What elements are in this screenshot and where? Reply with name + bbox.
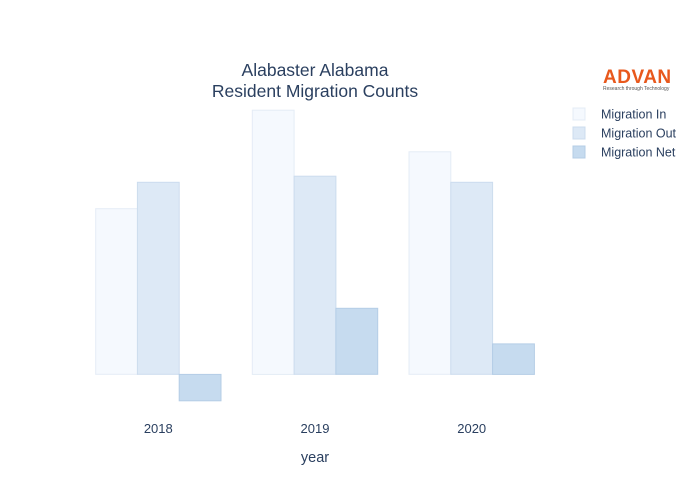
bar-migration-in-2020[interactable] — [408, 151, 452, 375]
x-tick-label: 2020 — [457, 421, 486, 436]
chart-title: Alabaster Alabama — [242, 60, 389, 80]
legend-label-migration-out[interactable]: Migration Out — [601, 127, 677, 141]
legend: Migration In Migration Out Migration Net — [572, 107, 677, 160]
legend-swatch-migration-net[interactable] — [572, 145, 586, 159]
logo-tagline: Research through Technology — [603, 86, 670, 92]
legend-swatch-migration-in[interactable] — [572, 107, 586, 121]
logo-wordmark: ADVAN — [603, 67, 672, 88]
x-axis-title: year — [301, 450, 329, 466]
x-axis-ticks: 2018 2019 2020 — [144, 421, 486, 436]
x-tick-label: 2019 — [301, 421, 330, 436]
bar-migration-net-2018[interactable] — [178, 373, 222, 402]
bar-migration-in-2018[interactable] — [95, 208, 138, 375]
legend-label-migration-in[interactable]: Migration In — [601, 108, 666, 122]
bar-migration-in-2019[interactable] — [251, 109, 295, 375]
x-tick-label: 2018 — [144, 421, 173, 436]
legend-swatch-migration-out[interactable] — [572, 126, 586, 140]
advan-logo: ADVAN Research through Technology — [603, 67, 672, 92]
chart-subtitle: Resident Migration Counts — [212, 81, 418, 101]
bar-migration-out-2019[interactable] — [293, 175, 337, 375]
bar-migration-net-2019[interactable] — [335, 307, 379, 375]
legend-label-migration-net[interactable]: Migration Net — [601, 146, 676, 160]
bar-migration-out-2020[interactable] — [450, 181, 494, 375]
bar-migration-net-2020[interactable] — [492, 343, 535, 375]
plot-area — [95, 109, 535, 402]
bar-migration-out-2018[interactable] — [136, 181, 180, 375]
